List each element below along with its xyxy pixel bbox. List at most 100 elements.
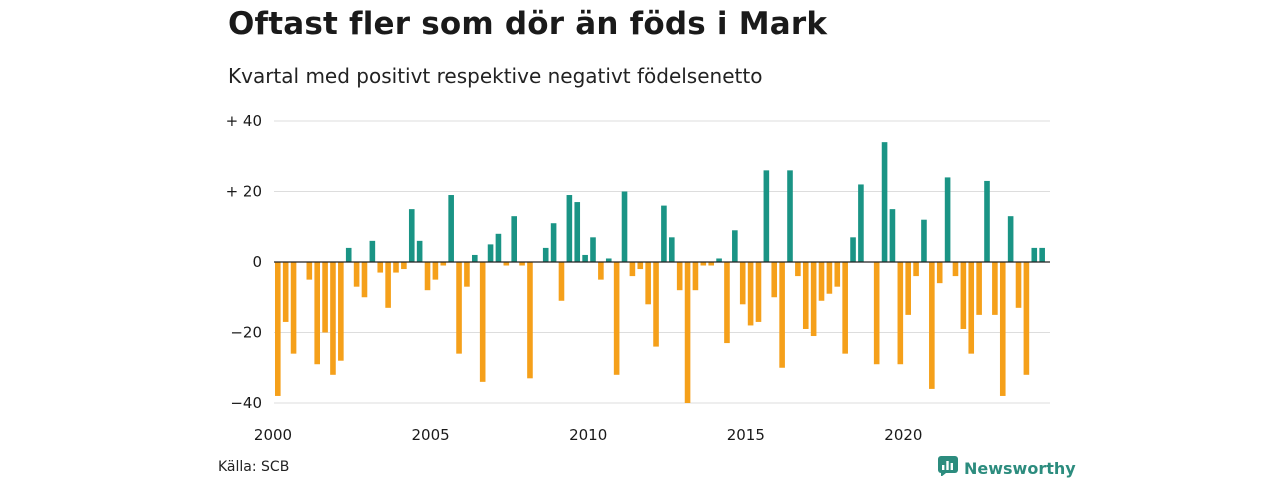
bar-negative — [377, 262, 384, 273]
bar-negative — [629, 262, 636, 277]
bar-negative — [598, 262, 604, 280]
bar-negative — [290, 262, 297, 354]
x-tick-label: 2010 — [569, 426, 607, 444]
bar-negative — [401, 262, 407, 270]
bar-negative — [818, 262, 825, 301]
bar-positive — [448, 195, 454, 262]
bar-positive — [661, 205, 667, 262]
bar-negative — [503, 262, 510, 266]
bar-negative — [929, 262, 935, 389]
bar-negative — [810, 262, 817, 337]
bar-negative — [873, 262, 880, 365]
bar-negative — [952, 262, 959, 277]
bar-negative — [432, 262, 439, 280]
bar-positive — [487, 244, 494, 263]
bar-positive — [1031, 247, 1038, 262]
bar-negative — [842, 262, 848, 354]
bar-negative — [385, 262, 391, 308]
y-tick-label: 0 — [252, 253, 262, 271]
x-tick-label: 2015 — [727, 426, 765, 444]
bar-negative — [976, 262, 982, 315]
bar-negative — [684, 262, 691, 403]
bar-negative — [795, 262, 801, 277]
bar-negative — [275, 262, 281, 396]
bar-negative — [755, 262, 762, 322]
bar-negative — [936, 262, 943, 284]
bar-positive — [1007, 216, 1014, 262]
bar-negative — [282, 262, 289, 322]
bar-negative — [479, 262, 486, 382]
chart-title: Oftast fler som dör än föds i Mark — [228, 6, 828, 42]
bar-negative — [353, 262, 360, 287]
bar-negative — [724, 262, 730, 344]
bar-positive — [582, 254, 588, 262]
bar-negative — [834, 262, 841, 287]
bar-negative — [700, 262, 707, 266]
brand-logo: Newsworthy — [938, 456, 1076, 480]
bar-negative — [322, 262, 328, 333]
y-tick-label: + 40 — [226, 112, 262, 130]
bar-negative — [314, 262, 320, 365]
x-tick-label: 2005 — [412, 426, 450, 444]
y-tick-label: + 20 — [226, 183, 262, 201]
bar-negative — [527, 262, 533, 379]
bar-positive — [716, 258, 722, 262]
bar-negative — [306, 262, 313, 280]
bar-negative — [338, 262, 344, 361]
bar-negative — [330, 262, 336, 375]
bar-negative — [637, 262, 644, 270]
bar-positive — [763, 170, 770, 262]
bar-negative — [960, 262, 967, 329]
bar-negative — [464, 262, 470, 287]
bar-positive — [369, 240, 376, 262]
bar-positive — [787, 170, 793, 262]
bar-negative — [676, 262, 683, 291]
bar-positive — [669, 237, 675, 262]
brand-name: Newsworthy — [964, 458, 1076, 478]
bar-positive — [732, 230, 738, 262]
bar-negative — [968, 262, 975, 354]
bar-negative — [613, 262, 620, 375]
x-tick-label: 2020 — [884, 426, 922, 444]
bar-positive — [984, 180, 990, 262]
bar-negative — [779, 262, 785, 368]
bar-negative — [440, 262, 447, 266]
bar-positive — [881, 142, 888, 262]
bar-positive — [511, 216, 517, 262]
bar-positive — [621, 191, 628, 262]
gridlines — [274, 120, 1050, 404]
axes: + 40 + 20 0 −20 −40 2000 2005 2010 2015 2020 — [226, 112, 1050, 444]
bar-negative — [692, 262, 699, 291]
bar-negative — [739, 262, 746, 305]
bar-negative — [747, 262, 754, 326]
bar-positive — [574, 202, 581, 262]
bar-positive — [472, 254, 478, 262]
source-label: Källa: SCB — [218, 459, 290, 475]
bar-positive — [590, 237, 596, 262]
bar-positive — [1039, 247, 1045, 262]
bar-negative — [905, 262, 911, 315]
bar-positive — [921, 219, 927, 262]
bar-positive — [495, 233, 502, 262]
bar-positive — [889, 209, 896, 263]
bar-positive — [542, 247, 549, 262]
bar-negative — [826, 262, 833, 294]
bar-positive — [944, 177, 951, 262]
bar-positive — [550, 223, 557, 262]
bar-negative — [999, 262, 1006, 396]
bar-negative — [802, 262, 809, 329]
bar-positive — [408, 209, 415, 263]
bar-positive — [850, 237, 856, 262]
chart-logo-icon — [938, 456, 958, 480]
bar-positive — [566, 195, 573, 262]
bar-negative — [424, 262, 431, 291]
bar-negative — [361, 262, 368, 298]
bar-positive — [605, 258, 612, 262]
bar-negative — [708, 262, 714, 266]
bar-negative — [992, 262, 998, 315]
chart-subtitle: Kvartal med positivt respektive negativt… — [228, 64, 763, 88]
y-tick-label: −20 — [230, 324, 262, 342]
bar-negative — [1015, 262, 1022, 308]
bars — [275, 142, 1045, 403]
bar-negative — [771, 262, 778, 298]
